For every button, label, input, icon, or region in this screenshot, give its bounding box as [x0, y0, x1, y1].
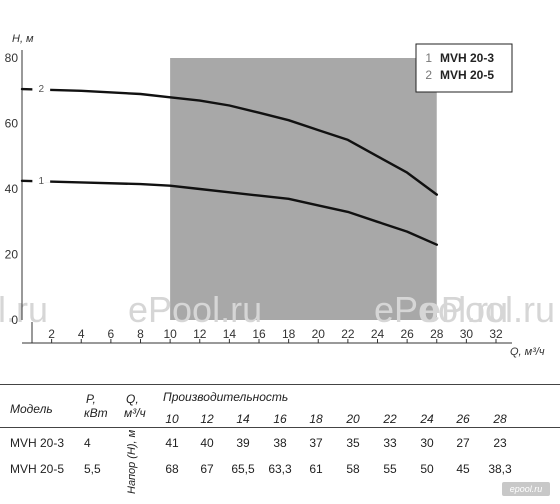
- table-row-value: 67: [200, 462, 214, 476]
- table-row-value: 55: [383, 462, 397, 476]
- flow-column-header: 14: [236, 412, 250, 426]
- x-tick-label: 12: [193, 327, 207, 341]
- table-row-value: 39: [236, 436, 250, 450]
- header-flow-symbol: Q,: [126, 392, 139, 406]
- header-power-unit: кВт: [84, 406, 108, 420]
- x-tick-label: 30: [460, 327, 474, 341]
- table-row-value: 58: [346, 462, 360, 476]
- header-head: Напор (H), м: [126, 429, 138, 494]
- flow-column-header: 16: [273, 412, 287, 426]
- table-row-value: 68: [165, 462, 179, 476]
- table-row-value: 27: [456, 436, 470, 450]
- x-tick-label: 14: [223, 327, 237, 341]
- watermark-text: l.ru: [0, 289, 48, 330]
- flow-column-header: 10: [165, 412, 179, 426]
- brand-badge: epool.ru: [502, 482, 550, 496]
- legend-box: [415, 43, 513, 93]
- table-row-value: 45: [456, 462, 470, 476]
- x-tick-label: 18: [282, 327, 296, 341]
- x-tick-label: 4: [78, 327, 85, 341]
- series-number-label: 2: [38, 84, 44, 95]
- x-tick-label: 32: [489, 327, 503, 341]
- flow-column-header: 28: [493, 412, 507, 426]
- watermark-text: ePool.ru: [128, 289, 262, 330]
- series-line-1: [20, 179, 438, 246]
- table-row-power: 5,5: [84, 462, 101, 476]
- table-row-value: 38: [273, 436, 287, 450]
- x-tick-label: 20: [312, 327, 326, 341]
- table-row-value: 38,3: [488, 462, 512, 476]
- watermark-text: ePool.ru: [421, 289, 555, 330]
- y-tick-label: 0: [11, 313, 18, 327]
- series-number-label: 1: [38, 176, 44, 187]
- series-line-2: [20, 87, 438, 196]
- table-row-value: 41: [165, 436, 179, 450]
- x-tick-label: 10: [163, 327, 177, 341]
- x-tick-label: 16: [252, 327, 266, 341]
- table-header-divider: [0, 427, 560, 428]
- x-axis-title: Q, м³/ч: [510, 346, 545, 358]
- y-tick-label: 20: [5, 248, 19, 262]
- legend-label: MVH 20-3: [440, 51, 494, 65]
- axes: [21, 50, 512, 344]
- header-productivity: Производительность: [163, 390, 289, 404]
- table-row-value: 23: [493, 436, 507, 450]
- flow-column-header: 12: [200, 412, 214, 426]
- legend: 1 MVH 20-3 2 MVH 20-5: [415, 43, 513, 93]
- x-tick-label: 22: [341, 327, 355, 341]
- y-tick-label: 80: [5, 51, 19, 65]
- flow-column-header: 26: [456, 412, 470, 426]
- table-row-model: MVH 20-5: [10, 462, 65, 476]
- shaded-operating-range: [170, 58, 437, 320]
- table-row-value: 61: [309, 462, 323, 476]
- flow-column-header: 20: [346, 412, 360, 426]
- legend-label: MVH 20-5: [440, 68, 494, 82]
- series-lines: 12: [20, 84, 438, 246]
- x-tick-label: 24: [371, 327, 385, 341]
- table-row-value: 65,5: [231, 462, 255, 476]
- y-axis-title: H, м: [12, 33, 34, 45]
- legend-number: 1: [425, 51, 432, 65]
- flow-column-header: 22: [383, 412, 397, 426]
- table-top-border: [0, 384, 560, 385]
- flow-column-header: 24: [420, 412, 434, 426]
- x-tick-label: 26: [400, 327, 414, 341]
- table-row-value: 35: [346, 436, 360, 450]
- legend-number: 2: [425, 68, 432, 82]
- x-tick-label: 6: [108, 327, 115, 341]
- table-row-value: 30: [420, 436, 434, 450]
- y-tick-label: 40: [5, 182, 19, 196]
- header-model: Модель: [10, 402, 53, 416]
- x-tick-label: 2: [48, 327, 55, 341]
- table-row-value: 37: [309, 436, 323, 450]
- y-tick-label: 60: [5, 117, 19, 131]
- watermark-text: ePool.ru: [374, 289, 508, 330]
- header-flow-unit: м³/ч: [124, 406, 146, 420]
- shaded-region: [170, 58, 437, 320]
- x-tick-label: 8: [137, 327, 144, 341]
- table-row-value: 50: [420, 462, 434, 476]
- table-row-value: 63,3: [268, 462, 292, 476]
- flow-column-header: 18: [309, 412, 323, 426]
- table-row-model: MVH 20-3: [10, 436, 65, 450]
- x-tick-label: 28: [430, 327, 444, 341]
- table-row-value: 33: [383, 436, 397, 450]
- header-power-symbol: P,: [86, 392, 96, 406]
- table-row-power: 4: [84, 436, 91, 450]
- table-row-value: 40: [200, 436, 214, 450]
